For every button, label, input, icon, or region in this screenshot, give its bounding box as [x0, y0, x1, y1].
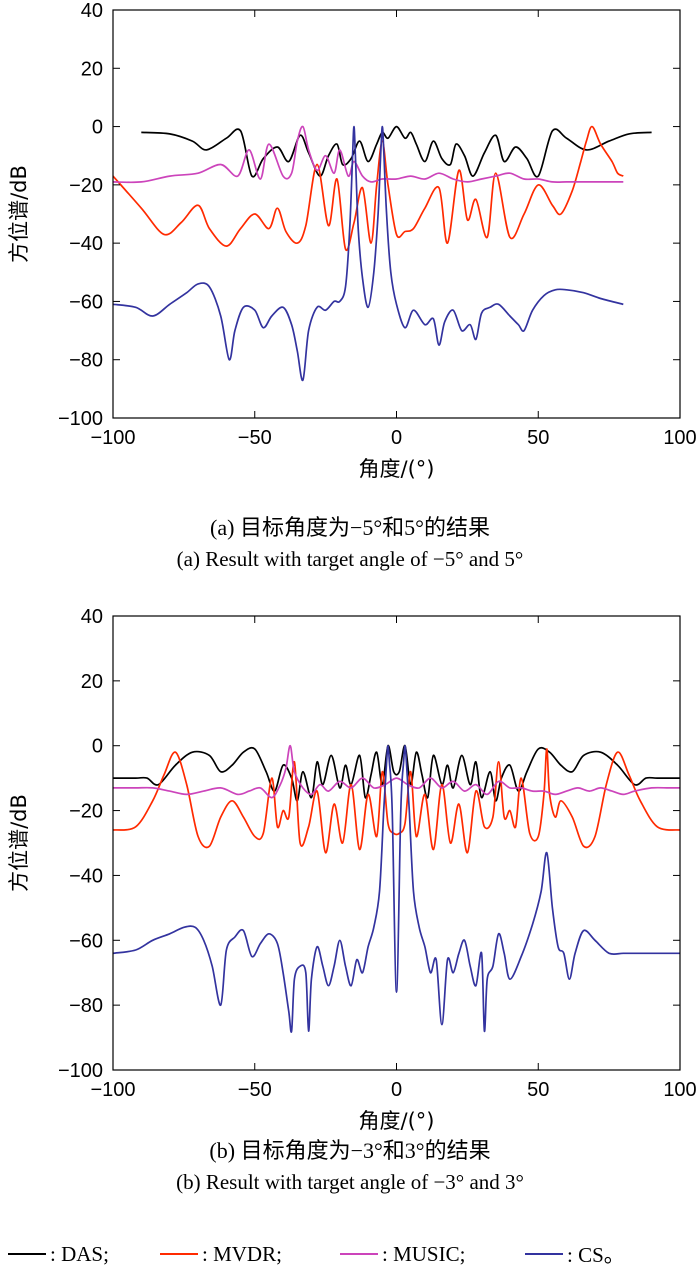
legend-item-music: : MUSIC;: [340, 1236, 465, 1272]
x-tick-label: 50: [527, 427, 549, 449]
x-tick-label: 100: [663, 1079, 696, 1101]
legend-line-cs: [525, 1253, 563, 1255]
chart-a-svg: −100 −50 0 50 100 40 20 0 −20 −40 −60 −80 −100 角度/(°)…: [7, 0, 697, 481]
legend-line-mvdr: [160, 1253, 198, 1255]
caption-b-zh: (b) 目标角度为−3°和3°的结果: [209, 1138, 491, 1163]
legend-item-mvdr: : MVDR;: [160, 1236, 282, 1272]
plot-frame: [112, 615, 681, 1071]
caption-b-en: (b) Result with target angle of −3° and …: [176, 1170, 524, 1194]
panel-b: −100 −50 0 50 100 40 20 0 −20 −40 −60 −80 −100 角度/(°)…: [0, 590, 700, 1230]
y-tick-label: −100: [58, 1060, 103, 1082]
series-line-cs: [113, 744, 680, 1033]
y-tick-label: 20: [81, 671, 103, 693]
x-axis-label: 角度/(°): [359, 1109, 435, 1133]
y-axis-label: 方位谱/dB: [7, 794, 31, 892]
legend: : DAS; : MVDR; : MUSIC; : CS。: [0, 1236, 700, 1272]
y-tick-label: −40: [69, 233, 103, 255]
x-axis-label: 角度/(°): [359, 457, 435, 481]
y-axis-label: 方位谱/dB: [7, 165, 31, 263]
legend-item-cs: : CS。: [525, 1236, 625, 1272]
y-tick-label: −80: [69, 350, 103, 372]
caption-a-en: (a) Result with target angle of −5° and …: [176, 547, 524, 571]
y-tick-label: −20: [69, 801, 103, 823]
x-tick-label: 50: [527, 1079, 549, 1101]
panel-a: −100 −50 0 50 100 40 20 0 −20 −40 −60 −80 −100 角度/(°)…: [0, 0, 700, 590]
y-tick-label: 40: [81, 0, 103, 22]
series-line-music: [113, 744, 680, 799]
y-tick-label: −60: [69, 930, 103, 952]
y-tick-label: 0: [92, 736, 103, 758]
y-tick-label: −100: [58, 408, 103, 430]
legend-line-music: [340, 1253, 378, 1255]
y-tick-label: 20: [81, 58, 103, 80]
x-tick-label: −50: [238, 427, 272, 449]
series-line-mvdr: [113, 125, 624, 252]
y-tick-label: −20: [69, 175, 103, 197]
series-line-das: [141, 125, 652, 178]
x-tick-label: −50: [238, 1079, 272, 1101]
x-tick-label: −100: [90, 1079, 135, 1101]
legend-label-cs: : CS。: [567, 1243, 625, 1267]
chart-b-svg: −100 −50 0 50 100 40 20 0 −20 −40 −60 −80 −100 角度/(°)…: [7, 606, 697, 1133]
plot-area: [113, 744, 680, 1033]
legend-line-das: [8, 1253, 46, 1255]
x-tick-label: 0: [391, 1079, 402, 1101]
y-tick-label: 0: [92, 117, 103, 139]
legend-label-das: : DAS;: [50, 1241, 109, 1266]
series-line-cs: [113, 125, 624, 382]
y-tick-label: −40: [69, 865, 103, 887]
legend-item-das: : DAS;: [8, 1236, 109, 1272]
series-line-das: [113, 744, 680, 802]
plot-frame: [112, 9, 681, 419]
series-line-music: [113, 125, 624, 184]
x-tick-label: 100: [663, 427, 696, 449]
y-tick-label: −80: [69, 995, 103, 1017]
legend-label-mvdr: : MVDR;: [202, 1241, 282, 1266]
legend-label-music: : MUSIC;: [382, 1241, 466, 1266]
y-tick-label: −60: [69, 291, 103, 313]
caption-a-zh: (a) 目标角度为−5°和5°的结果: [210, 515, 490, 540]
plot-area: [113, 125, 652, 382]
x-tick-label: −100: [90, 427, 135, 449]
y-tick-label: 40: [81, 606, 103, 628]
x-tick-label: 0: [391, 427, 402, 449]
series-line-mvdr: [113, 748, 680, 854]
